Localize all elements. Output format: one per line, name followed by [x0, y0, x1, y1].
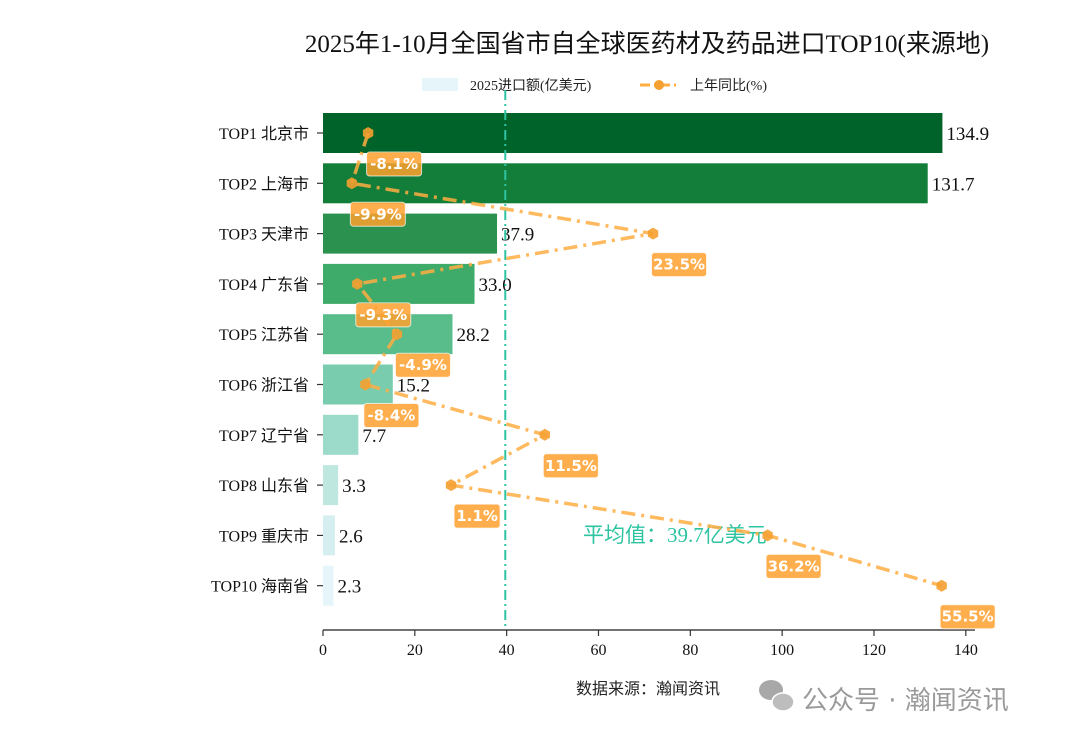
yoy-label: 55.5% [942, 608, 994, 626]
bar-value-label: 2.3 [338, 577, 362, 598]
bar-value-label: 28.2 [456, 325, 489, 346]
x-tick-label: 20 [407, 642, 423, 659]
yoy-label: -8.1% [370, 155, 418, 173]
yoy-marker [362, 127, 374, 139]
yoy-label-box [355, 302, 412, 328]
legend: 2025进口额(亿美元) 上年同比(%) [422, 78, 767, 94]
yoy-label-box [939, 604, 996, 630]
x-tick-label: 140 [954, 642, 978, 659]
bar-value-label: 7.7 [362, 426, 386, 447]
bar-value-label: 3.3 [342, 476, 366, 497]
category-label: TOP8 山东省 [219, 477, 309, 495]
bar [323, 565, 334, 606]
bar-value-label: 2.6 [339, 526, 363, 547]
yoy-label: -8.4% [367, 407, 415, 425]
yoy-label: 1.1% [456, 507, 498, 525]
yoy-label-box [349, 201, 406, 227]
yoy-label: 11.5% [545, 457, 597, 475]
yoy-marker [346, 177, 358, 190]
category-label: TOP6 浙江省 [219, 377, 309, 395]
bar [323, 263, 475, 304]
yoy-label-box [542, 453, 599, 479]
yoy-marker [445, 479, 457, 492]
source-note: 数据来源：瀚闻资讯 [576, 680, 720, 698]
yoy-marker [762, 529, 773, 542]
category-label: TOP7 辽宁省 [219, 427, 309, 445]
category-label: TOP10 海南省 [211, 578, 309, 596]
bar-value-label: 15.2 [397, 376, 430, 397]
yoy-marker [539, 428, 551, 441]
bar [323, 364, 393, 405]
yoy-line [349, 132, 943, 588]
x-tick-label: 80 [682, 642, 698, 659]
yoy-label: -9.3% [359, 306, 407, 324]
yoy-label-box [394, 352, 451, 378]
category-label: TOP5 江苏省 [219, 326, 309, 344]
category-label: TOP1 北京市 [219, 125, 309, 143]
category-label: TOP9 重庆市 [219, 527, 309, 545]
x-tick-label: 40 [499, 642, 515, 659]
yoy-label: -9.9% [354, 205, 402, 223]
bar [323, 213, 498, 254]
x-tick-label: 60 [590, 642, 606, 659]
yoy-label-box [765, 553, 822, 579]
yoy-marker [360, 378, 371, 391]
bar-value-label: 134.9 [946, 124, 989, 145]
yoy-marker [647, 227, 659, 240]
yoy-marker [352, 277, 363, 290]
watermark: 公众号 · 瀚闻资讯 [802, 686, 1009, 716]
category-label: TOP3 天津市 [219, 226, 309, 244]
legend-label-line: 上年同比(%) [690, 78, 767, 94]
legend-label-bar: 2025进口额(亿美元) [470, 78, 592, 94]
chart-title: 2025年1-10月全国省市自全球医药材及药品进口TOP10(来源地) [305, 30, 989, 58]
legend-swatch-bar [422, 78, 458, 91]
yoy-marker [936, 579, 947, 592]
yoy-label-box [366, 151, 423, 177]
category-label: TOP2 上海市 [219, 175, 309, 193]
legend-marker [654, 80, 664, 90]
x-tick-label: 0 [319, 642, 327, 659]
bar [323, 465, 339, 506]
yoy-label: 23.5% [653, 256, 705, 274]
bar-value-label: 37.9 [501, 225, 534, 246]
yoy-label: -4.9% [399, 356, 447, 374]
yoy-marker [391, 328, 403, 341]
wechat-icon [759, 680, 795, 712]
category-label: TOP4 广东省 [219, 276, 309, 294]
yoy-label-box [453, 503, 501, 529]
bar [323, 414, 359, 455]
bar [323, 113, 943, 153]
average-label: 平均值：39.7亿美元 [583, 523, 767, 547]
bar-value-label: 131.7 [932, 174, 975, 195]
x-tick-label: 100 [770, 642, 794, 659]
yoy-label: 36.2% [768, 557, 820, 575]
bar [323, 515, 335, 556]
x-tick-label: 120 [862, 642, 886, 659]
bar-value-label: 33.0 [479, 275, 512, 296]
yoy-label-box [363, 403, 420, 428]
yoy-label-box [651, 252, 708, 278]
